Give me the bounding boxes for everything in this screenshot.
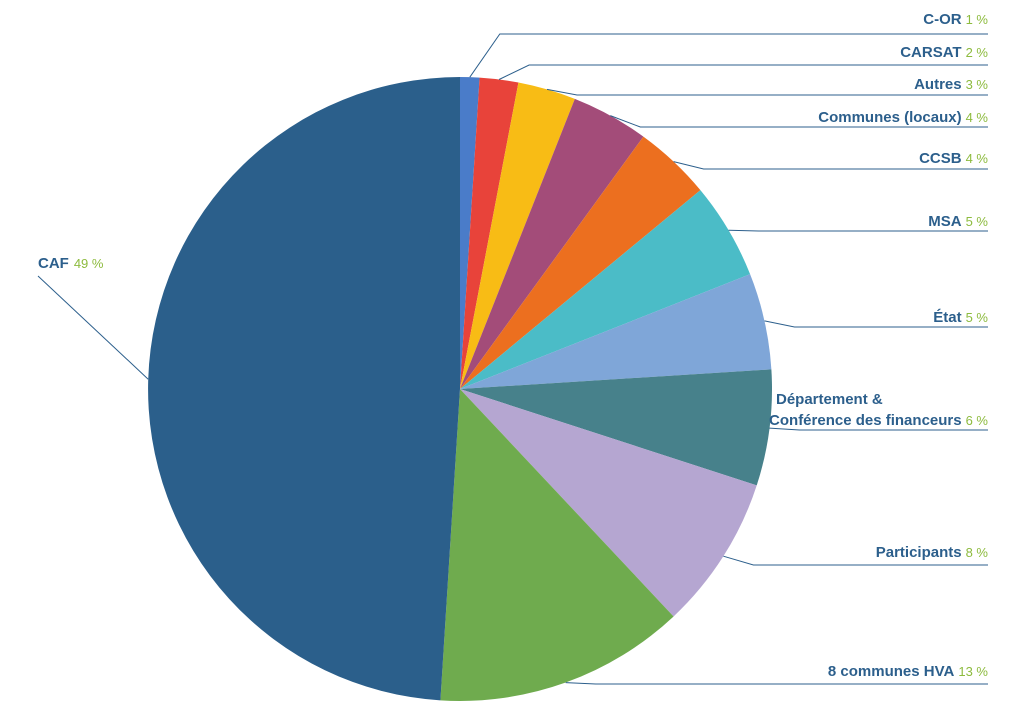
slice-name-label: 8 communes HVA [828,663,955,680]
pie-slices [148,77,772,701]
leader-line [469,33,988,78]
pie-slice [460,98,644,389]
slice-name-label: Participants [876,544,962,561]
slice-name-label: C-OR [923,11,961,28]
pie-slice [440,389,674,701]
leader-lines [37,33,988,685]
leader-line [769,427,988,431]
pie-slice [460,82,575,389]
slice-name-label: CCSB [919,150,962,167]
slice-percent-label: 2 % [966,45,989,60]
slice-percent-label: 4 % [966,110,989,125]
leader-line [498,64,988,80]
slice-labels: 1 % C-OR 2 % CARSAT 3 % Autres 4 % Communes (lo… [38,11,988,680]
slice-name-label: MSA [928,213,962,230]
slice-percent-label: 6 % [966,413,989,428]
slice-name-label: CAF [38,255,69,272]
leader-line [610,115,988,128]
slice-name-label: Autres [914,76,962,93]
leader-line [728,229,988,232]
leader-line [565,682,988,685]
slice-percent-label: 3 % [966,77,989,92]
pie-slice [460,136,701,389]
leader-line [546,88,988,96]
slice-percent-label: 49 % [74,256,104,271]
slice-percent-label: 1 % [966,12,989,27]
pie-slice [460,190,751,389]
pie-slice [460,274,772,389]
pie-slice [148,77,460,701]
slice-name-label: Communes (locaux) [818,109,961,126]
slice-percent-label: 5 % [966,214,989,229]
slice-percent-label: 13 % [958,664,988,679]
slice-percent-label: 8 % [966,545,989,560]
leader-line [673,161,988,170]
leader-line [723,555,988,566]
slice-name-label: Département & [776,391,883,408]
slice-name-label: État [933,309,961,326]
slice-name-label: Conférence des financeurs [769,412,962,429]
slice-percent-label: 4 % [966,151,989,166]
leader-line [764,320,988,328]
slice-percent-label: 5 % [966,310,989,325]
leader-line [37,275,149,380]
pie-slice [460,369,772,486]
slice-name-label: CARSAT [900,44,961,61]
pie-slice [460,77,480,389]
pie-slice [460,389,757,617]
pie-slice [460,77,519,390]
